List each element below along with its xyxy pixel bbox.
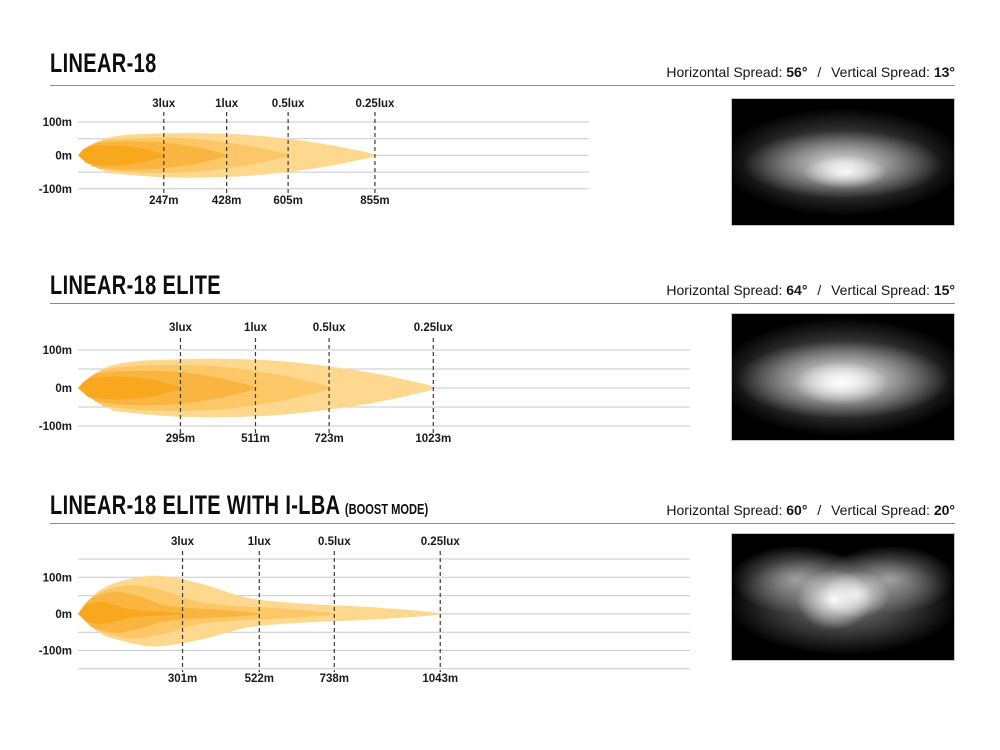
vertical-spread-label: Vertical Spread: — [831, 282, 930, 298]
section-title-suffix: (BOOST MODE) — [344, 501, 429, 518]
y-tick-label: -100m — [39, 646, 72, 658]
horizontal-spread-value: 64° — [786, 282, 808, 298]
beam-photo — [731, 98, 955, 226]
distance-label: 723m — [314, 433, 343, 445]
distance-label: 1023m — [415, 433, 451, 445]
distance-label: 511m — [241, 433, 270, 445]
y-tick-label: 100m — [43, 572, 72, 584]
y-tick-label: -100m — [39, 184, 72, 196]
lux-label: 3lux — [171, 536, 195, 548]
section-title-linear-18-elite-ilba: LINEAR-18 ELITE WITH I-LBA (BOOST MODE) — [50, 490, 428, 521]
vertical-spread-value: 15° — [933, 282, 955, 298]
lux-label: 1lux — [248, 536, 272, 548]
distance-label: 247m — [149, 195, 178, 207]
y-tick-label: 100m — [43, 345, 72, 357]
lux-label: 0.5lux — [318, 536, 351, 548]
distance-label: 428m — [212, 195, 241, 207]
lux-label: 0.5lux — [272, 98, 305, 110]
beam-contour-3lux — [78, 601, 183, 625]
beam-chart-linear-18-elite: 3lux 295m 1lux 511m 0.5lux 723m 0.25lux 1023m 10… — [39, 322, 690, 445]
spread-info: Horizontal Spread: 64° / Vertical Spread… — [666, 282, 955, 298]
spread-info: Horizontal Spread: 60° / Vertical Spread… — [666, 502, 955, 518]
section-divider — [50, 303, 955, 304]
distance-label: 855m — [360, 195, 389, 207]
distance-label: 738m — [320, 673, 349, 685]
vertical-spread-label: Vertical Spread: — [831, 64, 930, 80]
section-title-text: LINEAR-18 ELITE WITH I-LBA — [50, 490, 341, 520]
lux-label: 3lux — [152, 98, 176, 110]
distance-label: 301m — [168, 673, 197, 685]
beam-contour-3lux — [78, 376, 181, 400]
beam-photo — [731, 313, 955, 441]
beam-chart-linear-18: 3lux 247m 1lux 428m 0.5lux 605m 0.25lux 855m 100… — [39, 98, 589, 207]
lux-label: 1lux — [244, 322, 268, 334]
y-tick-label: 100m — [43, 117, 72, 129]
distance-label: 295m — [166, 433, 195, 445]
section-divider — [50, 85, 955, 86]
section-title-linear-18-elite: LINEAR-18 ELITE — [50, 270, 225, 301]
horizontal-spread-value: 56° — [786, 64, 808, 80]
lux-label: 0.25lux — [355, 98, 395, 110]
vertical-spread-value: 13° — [933, 64, 955, 80]
horizontal-spread-label: Horizontal Spread: — [666, 64, 783, 80]
section-title-linear-18: LINEAR-18 — [50, 48, 161, 79]
spread-separator: / — [817, 502, 822, 518]
lux-label: 0.25lux — [421, 536, 461, 548]
horizontal-spread-label: Horizontal Spread: — [666, 282, 783, 298]
spread-separator: / — [817, 282, 822, 298]
vertical-spread-label: Vertical Spread: — [831, 502, 930, 518]
distance-label: 1043m — [422, 673, 458, 685]
lux-label: 3lux — [169, 322, 193, 334]
spread-separator: / — [817, 64, 822, 80]
beam-photo — [731, 533, 955, 661]
section-title-text: LINEAR-18 ELITE — [50, 270, 221, 300]
beam-contour-3lux — [78, 145, 164, 166]
distance-label: 522m — [245, 673, 274, 685]
lux-label: 0.25lux — [414, 322, 454, 334]
y-tick-label: 0m — [55, 609, 72, 621]
section-title-text: LINEAR-18 — [50, 48, 157, 78]
y-tick-label: 0m — [55, 150, 72, 162]
distance-label: 605m — [273, 195, 302, 207]
vertical-spread-value: 20° — [933, 502, 955, 518]
horizontal-spread-value: 60° — [786, 502, 808, 518]
spread-info: Horizontal Spread: 56° / Vertical Spread… — [666, 64, 955, 80]
lux-label: 0.5lux — [313, 322, 346, 334]
horizontal-spread-label: Horizontal Spread: — [666, 502, 783, 518]
y-tick-label: 0m — [55, 383, 72, 395]
y-tick-label: -100m — [39, 421, 72, 433]
lux-label: 1lux — [215, 98, 239, 110]
beam-chart-linear-18-elite-ilba-boost: 3lux 301m 1lux 522m 0.5lux 738m 0.25lux 1043m 10… — [39, 536, 690, 685]
section-divider — [50, 523, 955, 524]
